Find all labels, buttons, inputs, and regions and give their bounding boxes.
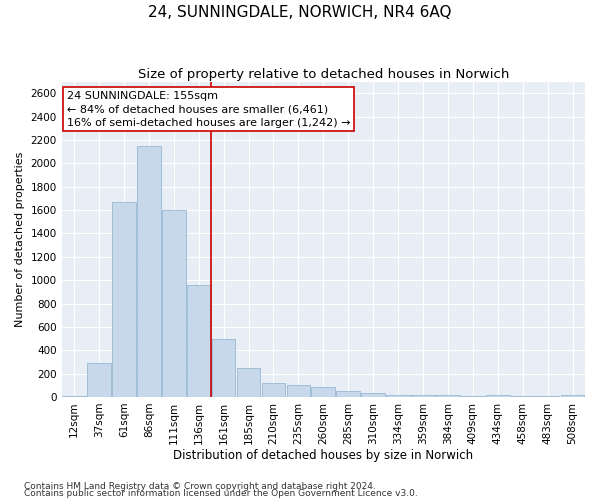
Bar bbox=[536, 396, 559, 397]
Text: 24, SUNNINGDALE, NORWICH, NR4 6AQ: 24, SUNNINGDALE, NORWICH, NR4 6AQ bbox=[148, 5, 452, 20]
Text: Contains HM Land Registry data © Crown copyright and database right 2024.: Contains HM Land Registry data © Crown c… bbox=[24, 482, 376, 491]
Bar bbox=[461, 396, 485, 397]
Bar bbox=[561, 395, 584, 397]
Bar bbox=[287, 386, 310, 397]
Bar bbox=[386, 394, 410, 397]
Text: 24 SUNNINGDALE: 155sqm
← 84% of detached houses are smaller (6,461)
16% of semi-: 24 SUNNINGDALE: 155sqm ← 84% of detached… bbox=[67, 91, 350, 128]
Y-axis label: Number of detached properties: Number of detached properties bbox=[15, 152, 25, 327]
Bar bbox=[361, 394, 385, 397]
Bar bbox=[511, 396, 535, 397]
Bar bbox=[187, 285, 211, 397]
Bar bbox=[87, 363, 111, 397]
Bar bbox=[237, 368, 260, 397]
Bar bbox=[337, 391, 360, 397]
Bar bbox=[137, 146, 161, 397]
Bar bbox=[436, 395, 460, 397]
Bar bbox=[311, 387, 335, 397]
Text: Contains public sector information licensed under the Open Government Licence v3: Contains public sector information licen… bbox=[24, 490, 418, 498]
Bar bbox=[212, 338, 235, 397]
Bar bbox=[162, 210, 185, 397]
Bar bbox=[112, 202, 136, 397]
X-axis label: Distribution of detached houses by size in Norwich: Distribution of detached houses by size … bbox=[173, 450, 473, 462]
Bar bbox=[62, 396, 86, 397]
Bar bbox=[262, 383, 286, 397]
Title: Size of property relative to detached houses in Norwich: Size of property relative to detached ho… bbox=[137, 68, 509, 80]
Bar bbox=[486, 395, 509, 397]
Bar bbox=[411, 395, 435, 397]
